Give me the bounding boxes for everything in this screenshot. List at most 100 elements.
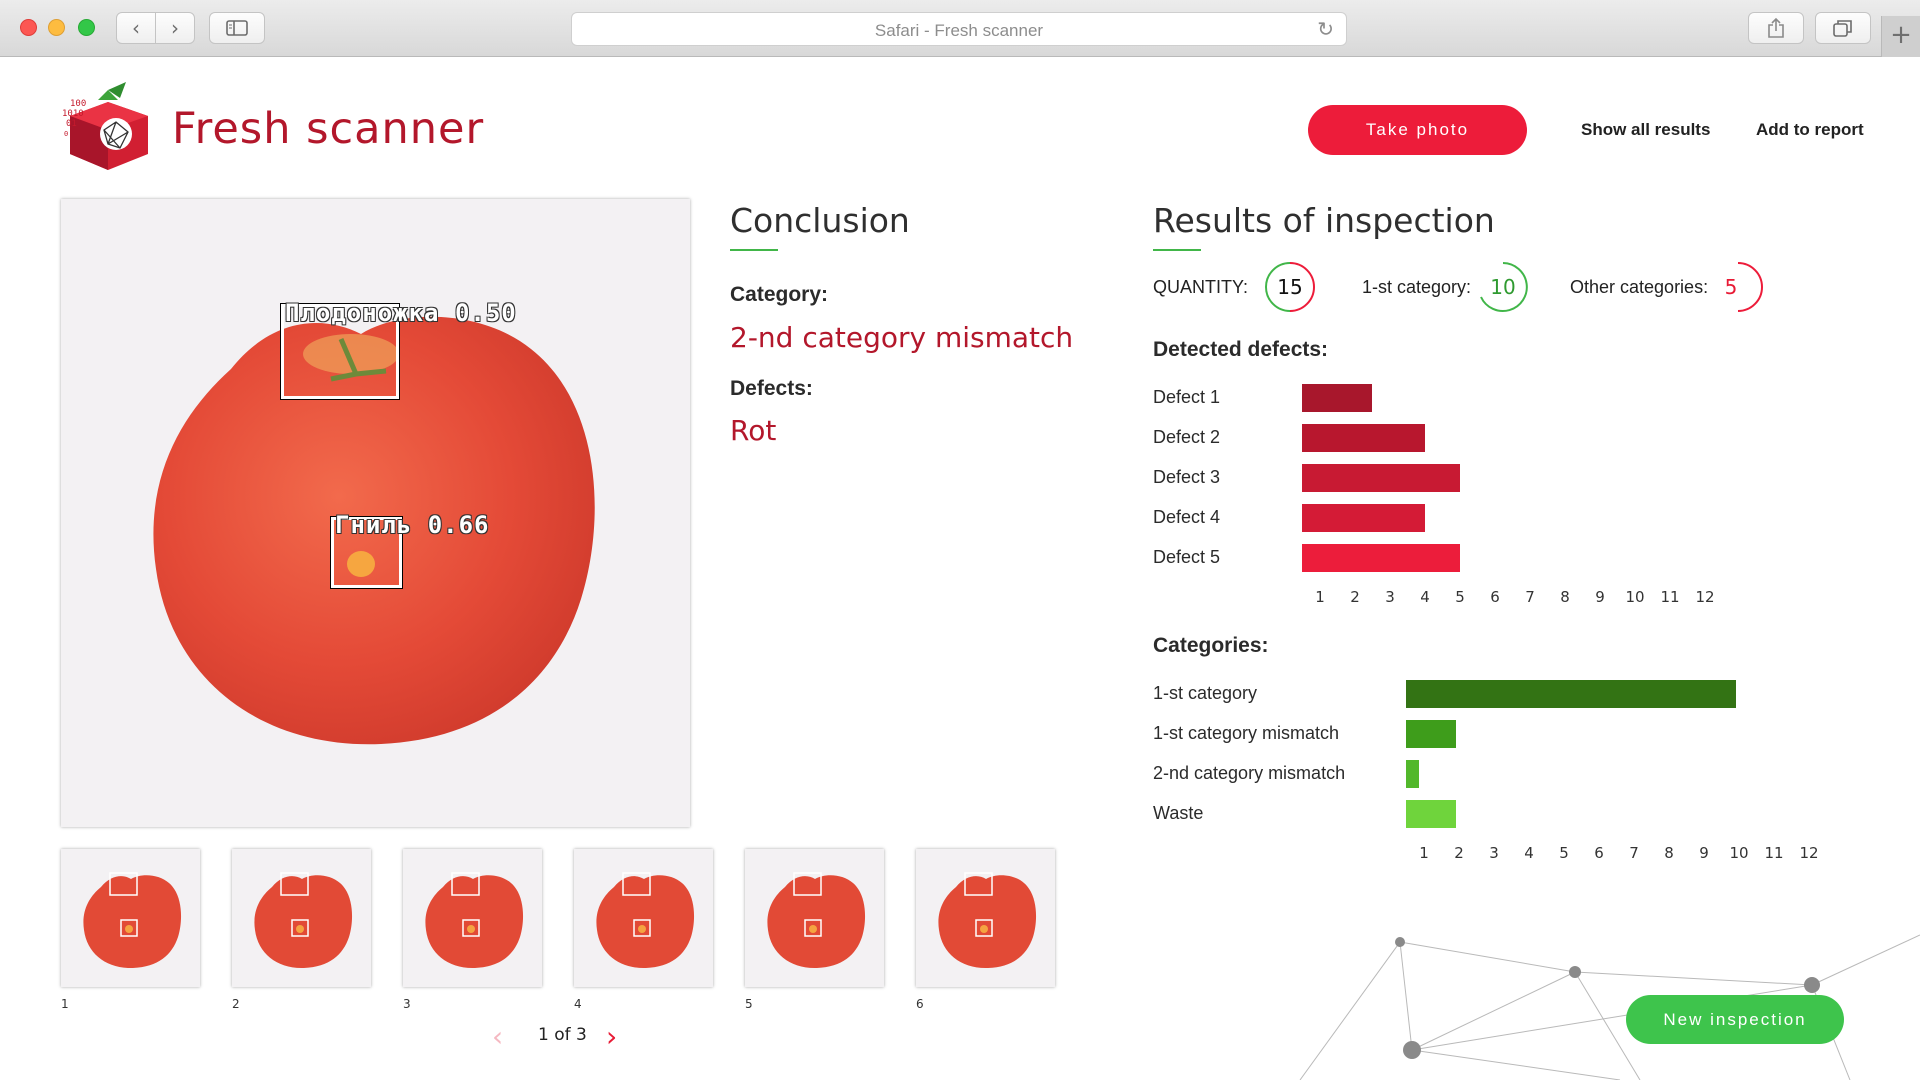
- new-inspection-button[interactable]: New inspection: [1626, 995, 1844, 1044]
- thumbnail-number-3: 3: [403, 997, 411, 1011]
- back-button[interactable]: ‹: [116, 12, 156, 44]
- quantity-ring: 15: [1264, 261, 1316, 313]
- defects-value: Rot: [730, 414, 777, 447]
- chart-tick-label: 11: [1764, 844, 1784, 862]
- chart-tick-label: 6: [1490, 588, 1500, 606]
- next-page-button[interactable]: ›: [606, 1020, 617, 1053]
- chevron-right-icon: ›: [171, 16, 179, 40]
- reload-icon[interactable]: ↻: [1317, 17, 1334, 41]
- logo-digits-3: 01: [66, 119, 77, 129]
- chart-bar: [1302, 424, 1425, 452]
- page-indicator: 1 of 3: [538, 1025, 587, 1045]
- categories-title: Categories:: [1153, 634, 1269, 657]
- tabs-icon: [1833, 20, 1852, 37]
- chart-tick-label: 1: [1315, 588, 1325, 606]
- thumbnail-tomato: [596, 872, 695, 969]
- chart-category-label: Defect 1: [1153, 387, 1221, 407]
- chart-category-label: Defect 4: [1153, 507, 1221, 527]
- thumbnail-tomato: [425, 872, 524, 969]
- defects-label: Defects:: [730, 377, 813, 400]
- thumbnail-number-5: 5: [745, 997, 753, 1011]
- first-category-label: 1-st category:: [1362, 277, 1472, 297]
- chart-tick-label: 7: [1629, 844, 1639, 862]
- previous-page-button[interactable]: ‹: [492, 1020, 503, 1053]
- results-title: Results of inspection: [1153, 201, 1495, 240]
- thumbnail-tomato: [83, 872, 182, 969]
- chevron-left-icon: ‹: [132, 16, 140, 40]
- tomato-photo: [153, 316, 595, 745]
- chevron-left-icon: ‹: [492, 1020, 504, 1053]
- brand-title: Fresh scanner: [172, 104, 485, 154]
- other-categories-ring-graphic: [1737, 262, 1763, 312]
- chart-bar: [1302, 544, 1460, 572]
- sidebar-icon: [226, 20, 248, 36]
- logo-digits-2: 1010: [62, 109, 84, 119]
- address-text: Safari - Fresh scanner: [874, 21, 1044, 40]
- thumbnail-tomato: [767, 872, 866, 969]
- thumbnail-3[interactable]: [403, 849, 542, 987]
- thumbnail-1[interactable]: [61, 849, 200, 987]
- chart-category-label: 1-st category mismatch: [1153, 723, 1340, 743]
- sidebar-toggle-button[interactable]: [209, 12, 265, 44]
- thumbnail-6[interactable]: [916, 849, 1055, 987]
- thumbnail-5[interactable]: [745, 849, 884, 987]
- show-all-results-link[interactable]: Show all results: [1581, 120, 1711, 139]
- network-decoration: [1299, 934, 1920, 1080]
- forward-button[interactable]: ›: [155, 12, 195, 44]
- minimize-window-button[interactable]: [48, 19, 65, 36]
- thumbnail-4[interactable]: [574, 849, 713, 987]
- tab-overview-button[interactable]: [1815, 12, 1871, 44]
- chart-tick-label: 5: [1455, 588, 1465, 606]
- chart-category-label: 1-st category: [1153, 683, 1258, 703]
- chart-bar: [1406, 720, 1456, 748]
- chart-tick-label: 10: [1625, 588, 1645, 606]
- chart-tick-label: 2: [1454, 844, 1464, 862]
- browser-toolbar: ‹ › Safari - Fresh scanner ↻ +: [0, 0, 1920, 57]
- chart-tick-label: 3: [1385, 588, 1395, 606]
- close-window-button[interactable]: [20, 19, 37, 36]
- chart-category-label: Waste: [1153, 803, 1204, 823]
- new-tab-button[interactable]: +: [1881, 16, 1920, 57]
- quantity-label: QUANTITY:: [1153, 277, 1249, 297]
- other-categories-label: Other categories:: [1570, 277, 1709, 297]
- thumbnail-number-4: 4: [574, 997, 582, 1011]
- share-icon: [1768, 17, 1784, 38]
- thumbnail-number-1: 1: [61, 997, 69, 1011]
- chart-category-label: Defect 3: [1153, 467, 1221, 487]
- detected-defects-title: Detected defects:: [1153, 338, 1329, 361]
- chart-bar: [1406, 680, 1736, 708]
- chart-category-label: 2-nd category mismatch: [1153, 763, 1346, 783]
- share-button[interactable]: [1748, 12, 1804, 44]
- plus-icon: +: [1890, 20, 1912, 50]
- chart-tick-label: 3: [1489, 844, 1499, 862]
- add-to-report-link[interactable]: Add to report: [1756, 120, 1864, 139]
- conclusion-title: Conclusion: [730, 201, 910, 240]
- chart-tick-label: 12: [1799, 844, 1819, 862]
- thumbnail-2[interactable]: [232, 849, 371, 987]
- chart-category-label: Defect 2: [1153, 427, 1221, 447]
- thumbnail-tomato: [938, 872, 1037, 969]
- address-bar[interactable]: Safari - Fresh scanner ↻: [571, 12, 1347, 46]
- chart-bar: [1302, 464, 1460, 492]
- detection-box-rot: [330, 516, 403, 589]
- chart-tick-label: 11: [1660, 588, 1680, 606]
- chart-tick-label: 8: [1560, 588, 1570, 606]
- maximize-window-button[interactable]: [78, 19, 95, 36]
- first-category-ring: 10: [1477, 261, 1529, 313]
- first-category-value: 10: [1490, 275, 1516, 299]
- fresh-scanner-logo: 100 1010 01 0: [62, 82, 148, 170]
- chart-tick-label: 9: [1595, 588, 1605, 606]
- thumbnail-tomato: [254, 872, 353, 969]
- chart-tick-label: 4: [1524, 844, 1534, 862]
- logo-digits-4: 0: [64, 130, 68, 138]
- category-value: 2-nd category mismatch: [730, 321, 1074, 354]
- take-photo-button[interactable]: Take photo: [1308, 105, 1527, 155]
- results-underline: [1153, 249, 1201, 251]
- detection-label-stem: Плодоножка 0.50: [285, 299, 517, 327]
- chart-bar: [1406, 800, 1456, 828]
- thumbnail-number-6: 6: [916, 997, 924, 1011]
- logo-digits-1: 100: [70, 99, 86, 109]
- category-label: Category:: [730, 283, 829, 306]
- conclusion-underline: [730, 249, 778, 251]
- chart-tick-label: 4: [1420, 588, 1430, 606]
